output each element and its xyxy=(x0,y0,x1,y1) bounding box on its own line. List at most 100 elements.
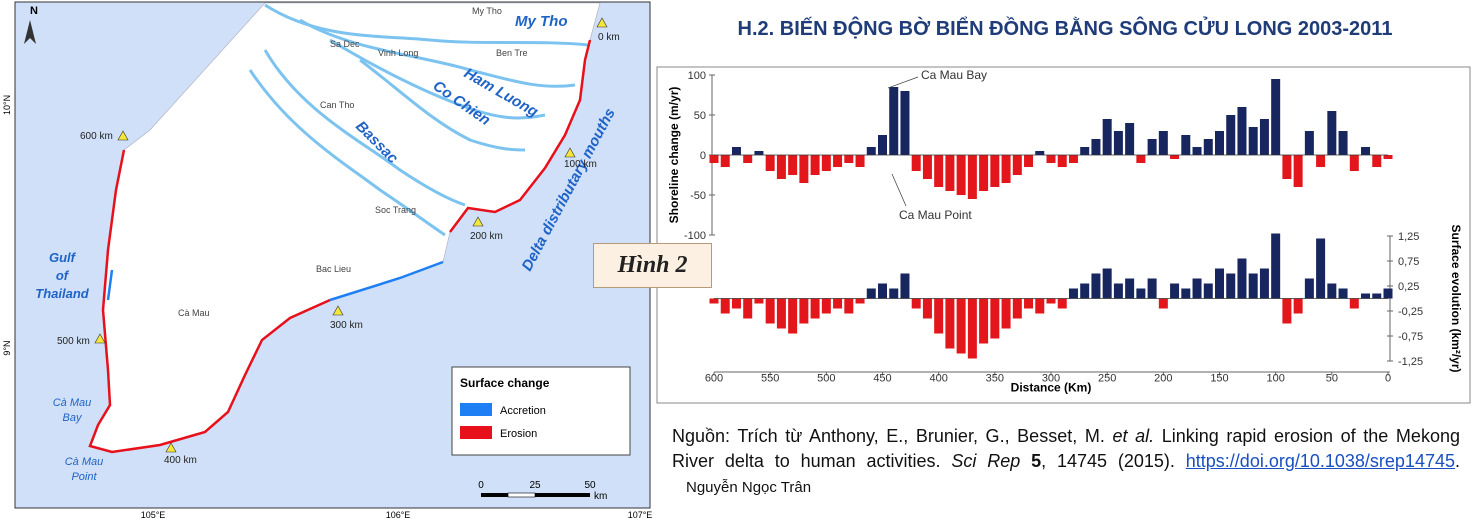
bar xyxy=(1226,273,1236,299)
point-label: Point xyxy=(71,471,97,483)
bar xyxy=(1282,298,1292,324)
sea-label: of xyxy=(56,268,70,283)
bar xyxy=(1057,155,1067,167)
source-text: , 14745 (2015). xyxy=(1041,451,1175,471)
bar xyxy=(765,298,775,324)
north-icon xyxy=(24,20,36,44)
bar xyxy=(1192,147,1202,155)
bar xyxy=(1035,298,1045,314)
bar xyxy=(731,298,741,309)
north-arrow: N xyxy=(30,5,38,17)
x-tick-label: 550 xyxy=(761,373,779,385)
km-label: 0 km xyxy=(598,32,620,43)
chart-panel: -100 -50 0 50 100 Shoreline change (m/yr) Ca M… xyxy=(656,66,1471,404)
y-axis-title: Surface evolution (km²/yr) xyxy=(1449,224,1463,372)
bar xyxy=(1349,298,1359,309)
bar xyxy=(743,298,753,319)
page-title: H.2. BIẾN ĐỘNG BỜ BIỂN ĐỒNG BẰNG SÔNG CỬ… xyxy=(737,18,1393,40)
bar xyxy=(855,298,865,304)
y-tick-label: -0,75 xyxy=(1398,331,1423,343)
km-label: 100 km xyxy=(564,159,597,170)
bar xyxy=(1001,155,1011,183)
bar xyxy=(1158,131,1168,155)
bar xyxy=(1203,283,1213,299)
lon-label: 105°E xyxy=(141,510,166,520)
bar xyxy=(979,298,989,344)
bar xyxy=(1091,139,1101,155)
bar xyxy=(776,155,786,179)
bar xyxy=(709,155,719,163)
bar xyxy=(1383,288,1393,299)
source-link[interactable]: https://doi.org/10.1038/srep14745 xyxy=(1185,451,1455,471)
bar xyxy=(1293,298,1303,314)
annotation: Ca Mau Bay xyxy=(921,68,987,82)
bar xyxy=(1158,298,1168,309)
bar xyxy=(911,298,921,309)
bar xyxy=(1259,268,1269,299)
km-label: 600 km xyxy=(80,131,113,142)
x-axis-title: Distance (Km) xyxy=(1011,381,1092,395)
bar xyxy=(1282,155,1292,179)
bar xyxy=(1372,293,1382,299)
bar xyxy=(1001,298,1011,329)
bar xyxy=(990,155,1000,187)
source-journal: Sci Rep xyxy=(951,451,1021,471)
bar xyxy=(1147,139,1157,155)
y-axis-title: Shoreline change (m/yr) xyxy=(667,87,681,224)
bar xyxy=(934,298,944,334)
chart-frame xyxy=(656,66,1471,404)
bar xyxy=(889,288,899,299)
bar xyxy=(799,155,809,183)
bar xyxy=(1080,283,1090,299)
x-tick-label: 300 xyxy=(1042,373,1060,385)
bar xyxy=(1170,283,1180,299)
x-tick-label: 450 xyxy=(873,373,891,385)
map: N My Tho Sa Dec Vinh Long Ben Tre Can Th… xyxy=(2,1,652,520)
bar xyxy=(788,155,798,175)
place: Can Tho xyxy=(320,100,354,110)
bar xyxy=(866,288,876,299)
legend xyxy=(451,366,631,456)
bar xyxy=(1383,155,1393,159)
bar xyxy=(1316,238,1326,299)
x-tick-label: 250 xyxy=(1098,373,1116,385)
bar xyxy=(731,147,741,155)
x-tick-label: 600 xyxy=(705,373,723,385)
scale-unit: km xyxy=(594,491,607,502)
scale-label: 50 xyxy=(584,480,596,491)
source-text: Nguồn: Trích từ Anthony, E., Brunier, G.… xyxy=(672,426,1105,446)
place: Sa Dec xyxy=(330,39,360,49)
bar xyxy=(1271,233,1281,299)
legend-swatch xyxy=(460,426,492,439)
bar xyxy=(1338,288,1348,299)
place: Soc Trang xyxy=(375,205,416,215)
bar xyxy=(1068,288,1078,299)
bar xyxy=(1068,155,1078,163)
coast-change xyxy=(88,39,592,454)
bar xyxy=(1237,107,1247,155)
bar xyxy=(1125,278,1135,299)
scale-bar xyxy=(481,492,590,498)
y-tick-label: -0,25 xyxy=(1398,306,1423,318)
bar xyxy=(821,155,831,171)
bar xyxy=(1271,79,1281,155)
x-tick-label: 100 xyxy=(1266,373,1284,385)
y-tick-label: -50 xyxy=(690,190,706,202)
bar xyxy=(922,155,932,179)
bay-label: Bay xyxy=(63,412,83,424)
bar xyxy=(821,298,831,314)
bar xyxy=(1248,127,1258,155)
source-text: et al. xyxy=(1112,426,1155,446)
bar xyxy=(1136,155,1146,163)
bar xyxy=(776,298,786,329)
bar xyxy=(990,298,1000,339)
bar xyxy=(1012,155,1022,175)
bar xyxy=(1113,131,1123,155)
km-label: 500 km xyxy=(57,336,90,347)
annotation-leader xyxy=(891,173,907,207)
x-tick-label: 50 xyxy=(1326,373,1338,385)
km-label: 200 km xyxy=(470,231,503,242)
bar xyxy=(967,298,977,359)
bar xyxy=(1046,155,1056,163)
